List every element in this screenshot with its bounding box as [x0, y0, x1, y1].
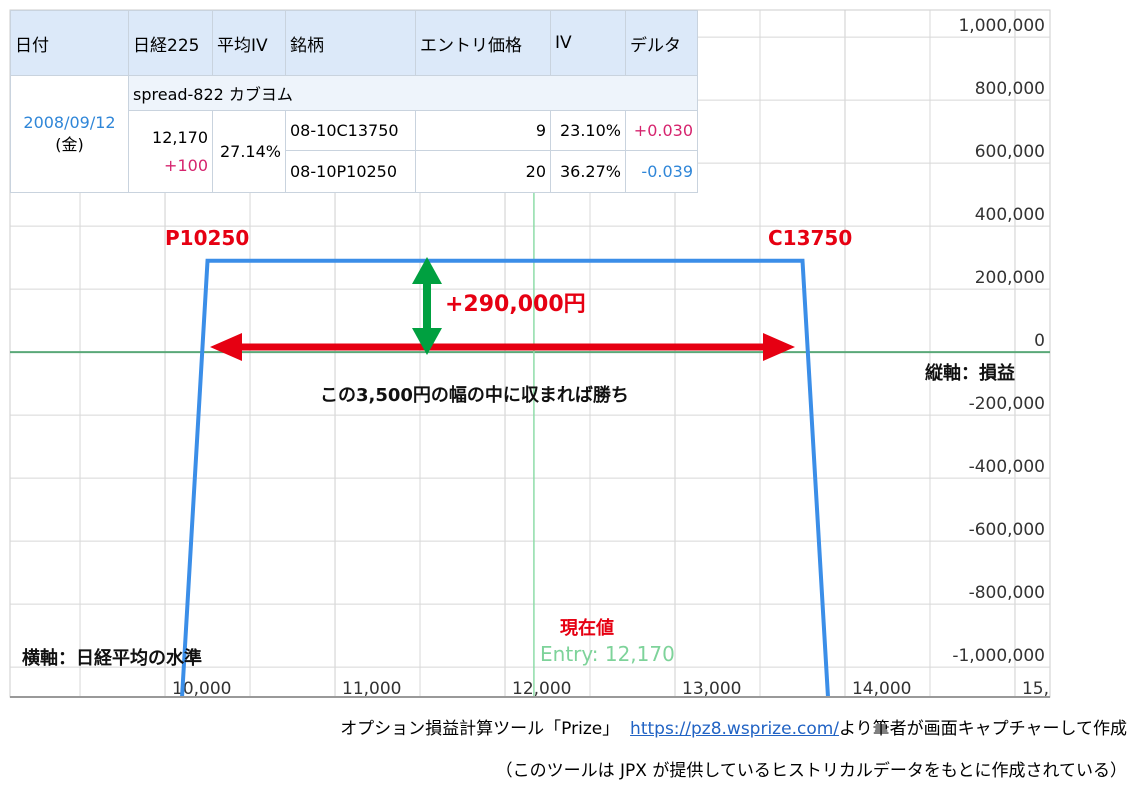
y-tick-label: -200,000 [969, 394, 1045, 414]
source-prefix: オプション損益計算ツール「Prize」 [340, 719, 620, 739]
source-line: オプション損益計算ツール「Prize」 https://pz8.wsprize.… [340, 708, 1127, 750]
nikkei: 12,170 [152, 127, 208, 147]
caption: オプション損益計算ツール「Prize」 https://pz8.wsprize.… [340, 708, 1127, 792]
entry-label: Entry: 12,170 [540, 642, 675, 666]
annotation: +290,000円 [445, 292, 586, 317]
source-suffix: より筆者が画面キャプチャーして作成 [839, 719, 1127, 739]
spread-name: spread-822 カブヨム [128, 75, 698, 111]
delta: -0.039 [625, 150, 698, 193]
change: +100 [164, 155, 208, 175]
annotations: -1,000,000 -800,000 -600,000 -400,000 -200,0… [22, 16, 1045, 669]
symbol: 08-10C13750 [285, 110, 416, 151]
range-arrow [210, 333, 795, 361]
x-tick-label: 13,000 [682, 679, 741, 699]
entry-price: 20 [415, 150, 551, 193]
date: 2008/09/12 [23, 113, 116, 132]
header: デルタ [625, 10, 698, 76]
leg-row: 08-10P10250 20 36.27% -0.039 [11, 150, 698, 193]
iv: 23.10% [550, 110, 626, 151]
x-tick-label: 14,000 [852, 679, 911, 699]
entry-price: 9 [415, 110, 551, 151]
header: 平均IV [212, 10, 286, 76]
annotation: この3,500円の幅の中に収まれば勝ち [320, 384, 629, 406]
y-tick-label: 600,000 [975, 142, 1045, 162]
y-tick-label: 200,000 [975, 268, 1045, 288]
x-tick-label: 10,000 [172, 679, 231, 699]
annotation: 横軸：日経平均の水準 [22, 647, 202, 669]
symbol: 08-10P10250 [285, 150, 416, 193]
header: エントリ価格 [415, 10, 551, 76]
annotation: P10250 [165, 226, 249, 250]
delta: +0.030 [625, 110, 698, 151]
note: （このツールは JPX が提供しているヒストリカルデータをもとに作成されている） [495, 761, 1127, 781]
header: 銘柄 [285, 10, 416, 76]
y-tick-label: -1,000,000 [952, 646, 1045, 666]
y-tick-label: 400,000 [975, 205, 1045, 225]
iv: 36.27% [550, 150, 626, 193]
y-tick-label: 0 [1034, 331, 1045, 351]
payoff-line [180, 258, 830, 698]
x-tick-label: 11,000 [342, 679, 401, 699]
weekday: (金) [55, 135, 84, 154]
date-cell: 2008/09/12 (金) [10, 75, 129, 193]
x-tick-label: 15,000 [1022, 679, 1081, 699]
y-tick-label: 1,000,000 [958, 16, 1045, 36]
y-tick-label: 800,000 [975, 79, 1045, 99]
position-table: 日付 日経225 平均IV 銘柄 エントリ価格 IV デルタ 2008/09/1… [10, 10, 698, 193]
annotation: 現在値 [560, 617, 614, 639]
source-link[interactable]: https://pz8.wsprize.com/ [630, 719, 840, 739]
annotation: C13750 [768, 226, 852, 250]
leg-row: 12,170 +100 27.14% 08-10C13750 9 23.10% +… [11, 110, 698, 193]
nikkei-cell: 12,170 +100 [128, 110, 213, 193]
header: 日付 [10, 10, 129, 76]
y-tick-label: -600,000 [969, 520, 1045, 540]
header-row: 日付 日経225 平均IV 銘柄 エントリ価格 IV デルタ [10, 10, 698, 76]
header: IV [550, 10, 626, 76]
header: 日経225 [128, 10, 213, 76]
marks: 10,000 11,000 12,000 13,000 14,000 15,000 [172, 258, 1081, 699]
profit-arrow [412, 257, 442, 355]
y-tick-label: -800,000 [969, 583, 1045, 603]
avg-iv: 27.14% [212, 110, 286, 193]
x-tick-label: 12,000 [512, 679, 571, 699]
y-tick-label: -400,000 [969, 457, 1045, 477]
spread-row: 2008/09/12 (金) spread-822 カブヨム [10, 75, 698, 193]
annotation: 縦軸：損益 [925, 362, 1015, 384]
